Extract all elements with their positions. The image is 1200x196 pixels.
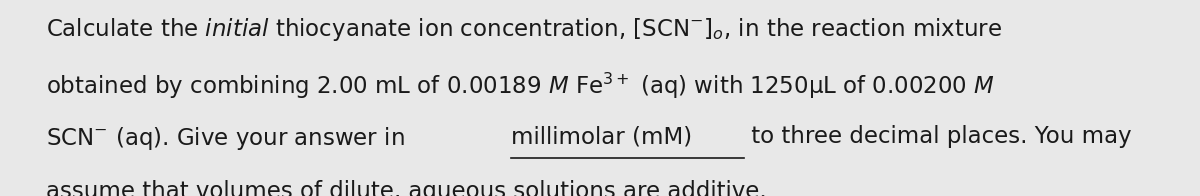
Text: Calculate the $\it{initial}$ thiocyanate ion concentration, [SCN$^{-}$]$_{o}$, i: Calculate the $\it{initial}$ thiocyanate… (46, 16, 1002, 43)
Text: to three decimal places. You may: to three decimal places. You may (744, 125, 1132, 148)
Text: obtained by combining 2.00 mL of 0.00189 $M$ Fe$^{3+}$ (aq) with 1250μL of 0.002: obtained by combining 2.00 mL of 0.00189… (46, 71, 995, 101)
Text: assume that volumes of dilute, aqueous solutions are additive.: assume that volumes of dilute, aqueous s… (46, 180, 767, 196)
Text: SCN$^{-}$ (aq). Give your answer in: SCN$^{-}$ (aq). Give your answer in (46, 125, 406, 152)
Text: millimolar (mM): millimolar (mM) (511, 125, 692, 148)
